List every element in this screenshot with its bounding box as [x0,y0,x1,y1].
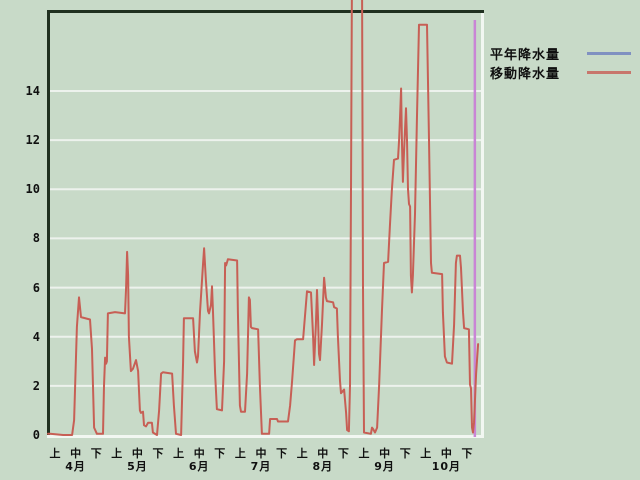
y-tick-label-10: 10 [25,182,40,197]
x-tick-label-4月-中: 中 [70,447,82,460]
legend-line-moving-precip-icon [587,71,631,74]
x-tick-label-8月-中: 中 [317,447,329,460]
x-tick-label-7月-上: 上 [234,447,246,460]
x-tick-label-6月-上: 上 [173,447,185,460]
plot-border-bottom [47,435,484,438]
x-tick-label-5月-中: 中 [131,447,143,460]
legend-line-normal-precip-icon [587,52,631,55]
y-tick-label-4: 4 [32,329,40,344]
x-tick-label-5月-上: 上 [111,447,123,460]
month-label-4月: 4月 [65,460,86,473]
plot-border-right [481,13,484,438]
month-label-8月: 8月 [312,460,334,473]
x-tick-label-10月-上: 上 [420,447,432,460]
x-tick-label-10月-中: 中 [440,447,452,460]
x-tick-label-7月-下: 下 [276,447,288,460]
y-tick-label-14: 14 [25,84,40,98]
month-label-5月: 5月 [127,460,148,473]
x-tick-label-4月-下: 下 [90,447,102,460]
y-tick-label-2: 2 [32,378,40,393]
legend-label-normal-precip: 平年降水量 [490,48,561,63]
x-tick-label-6月-中: 中 [193,447,205,460]
x-tick-label-5月-下: 下 [152,447,164,460]
x-tick-label-10月-下: 下 [461,447,473,460]
month-label-9月: 9月 [374,460,395,473]
x-tick-label-8月-上: 上 [296,447,308,460]
legend-item-normal-precip: 平年降水量 [488,44,638,63]
x-tick-label-6月-下: 下 [214,447,226,460]
data-line-series-1 [47,0,480,436]
plot-border-top [47,10,484,13]
x-tick-label-4月-上: 上 [49,447,61,460]
legend: 平年降水量 移動降水量 [488,44,638,82]
x-tick-label-9月-中: 中 [379,447,391,460]
x-tick-label-9月-下: 下 [399,447,411,460]
legend-item-moving-precip: 移動降水量 [488,63,638,82]
month-label-6月: 6月 [188,460,210,473]
x-tick-label-9月-上: 上 [358,447,370,460]
month-label-10月: 10月 [431,460,462,473]
legend-label-moving-precip: 移動降水量 [490,67,561,82]
y-tick-label-6: 6 [32,280,40,295]
month-label-7月: 7月 [250,460,272,473]
plot-border-left [47,10,50,438]
x-tick-label-8月-下: 下 [337,447,349,460]
y-tick-label-0: 0 [32,428,40,442]
y-tick-label-12: 12 [25,133,40,148]
y-tick-label-8: 8 [32,231,40,246]
x-tick-label-7月-中: 中 [255,447,267,460]
